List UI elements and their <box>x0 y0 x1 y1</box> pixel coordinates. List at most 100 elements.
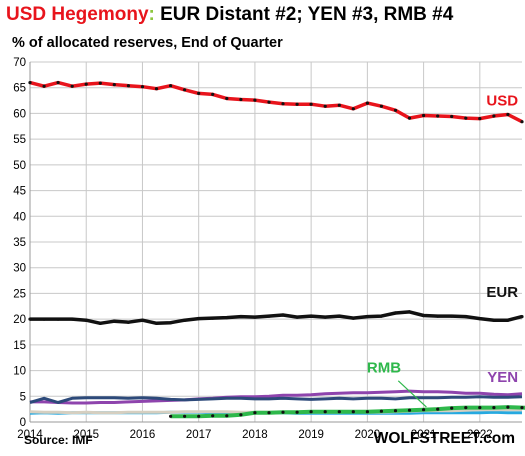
y-tick-label: 25 <box>13 288 26 300</box>
data-point <box>112 319 116 323</box>
data-point <box>492 114 496 118</box>
data-point <box>464 315 468 319</box>
data-point <box>84 82 88 86</box>
data-point <box>351 107 355 111</box>
data-point <box>478 406 482 410</box>
data-point <box>492 318 496 322</box>
x-tick-label: 2016 <box>130 429 156 441</box>
x-tick-label: 2018 <box>242 429 268 441</box>
data-point <box>197 91 201 95</box>
y-tick-label: 70 <box>13 57 26 69</box>
data-point <box>28 81 32 85</box>
data-point <box>492 406 496 410</box>
data-point <box>506 405 510 409</box>
y-tick-label: 40 <box>13 211 26 223</box>
data-point <box>393 409 398 413</box>
data-point <box>70 317 74 321</box>
data-point <box>42 317 46 321</box>
data-point <box>267 314 271 318</box>
data-point <box>42 84 46 88</box>
data-point <box>239 97 243 102</box>
data-point <box>169 321 173 325</box>
data-point <box>337 103 341 107</box>
data-point <box>225 316 229 320</box>
series-labels: USD EUR YEN RMB <box>367 93 518 408</box>
x-tick-label: 2019 <box>298 429 324 441</box>
data-point <box>323 410 327 414</box>
data-point <box>450 314 454 318</box>
data-point <box>393 108 398 112</box>
data-point <box>126 84 130 88</box>
data-point <box>436 407 440 411</box>
series-line <box>29 80 523 124</box>
x-tick-label: 2015 <box>73 429 99 441</box>
x-tick-label: 2020 <box>355 429 381 441</box>
y-tick-label: 65 <box>13 83 26 95</box>
data-point <box>211 316 215 320</box>
data-point <box>225 414 229 418</box>
data-point <box>28 317 32 321</box>
data-point <box>140 85 145 89</box>
data-point <box>450 406 454 410</box>
data-point <box>422 408 426 412</box>
y-tick-label: 30 <box>13 263 26 275</box>
data-point <box>98 81 102 85</box>
brand-watermark: WOLFSTREET.com <box>373 430 515 447</box>
data-point <box>309 314 313 318</box>
series-line <box>29 395 523 404</box>
chart-title: USD Hegemony: EUR Distant #2; YEN #3, RM… <box>6 4 453 26</box>
data-point <box>239 413 243 417</box>
data-point <box>239 315 243 319</box>
data-point <box>140 318 145 322</box>
series-label-yen: YEN <box>487 369 518 386</box>
data-point <box>309 102 313 106</box>
data-point <box>295 410 299 414</box>
data-point <box>393 311 398 315</box>
series-lines <box>28 80 525 419</box>
x-tick-label: 2021 <box>411 429 437 441</box>
data-point <box>253 411 257 415</box>
y-tick-label: 5 <box>20 391 26 403</box>
data-point <box>253 98 257 102</box>
series-label-usd: USD <box>486 93 518 110</box>
data-point <box>267 411 271 415</box>
data-point <box>436 114 440 118</box>
data-point <box>506 318 510 322</box>
rmb-leader-line <box>397 380 427 408</box>
chart-title-usd: USD Hegemony <box>6 4 149 25</box>
chart-title-colon: : <box>148 4 155 25</box>
chart-title-rest: EUR Distant #2; YEN #3, RMB #4 <box>154 4 454 25</box>
y-tick-label: 55 <box>13 134 26 146</box>
data-point <box>197 317 201 321</box>
series-line <box>30 389 523 405</box>
data-point <box>267 100 271 104</box>
data-point <box>337 410 341 414</box>
data-point <box>506 112 510 117</box>
data-point <box>422 313 426 318</box>
data-point <box>112 83 116 87</box>
data-point <box>56 81 60 85</box>
x-tick-label: 2017 <box>186 429 212 441</box>
data-point <box>407 408 412 412</box>
data-point <box>281 313 285 317</box>
data-point <box>169 84 173 88</box>
data-point <box>478 317 482 321</box>
data-point <box>253 315 257 319</box>
y-tick-label: 20 <box>13 314 26 326</box>
y-tick-label: 35 <box>13 237 26 249</box>
y-tick-label: 10 <box>13 366 26 378</box>
y-tick-label: 45 <box>13 186 26 198</box>
data-point <box>169 414 173 418</box>
x-tick-label: 2022 <box>467 429 493 441</box>
data-point <box>295 315 299 319</box>
data-point <box>464 116 468 120</box>
data-point <box>379 409 383 413</box>
data-point <box>309 410 313 414</box>
x-axis-ticks: 2014 2015 2016 2017 2018 2019 2020 2021 2022 <box>17 429 492 441</box>
series-label-rmb: RMB <box>367 360 401 377</box>
data-point <box>436 314 440 318</box>
data-point <box>183 414 187 418</box>
data-point <box>56 317 60 321</box>
data-point <box>183 88 187 92</box>
y-tick-label: 50 <box>13 160 26 172</box>
